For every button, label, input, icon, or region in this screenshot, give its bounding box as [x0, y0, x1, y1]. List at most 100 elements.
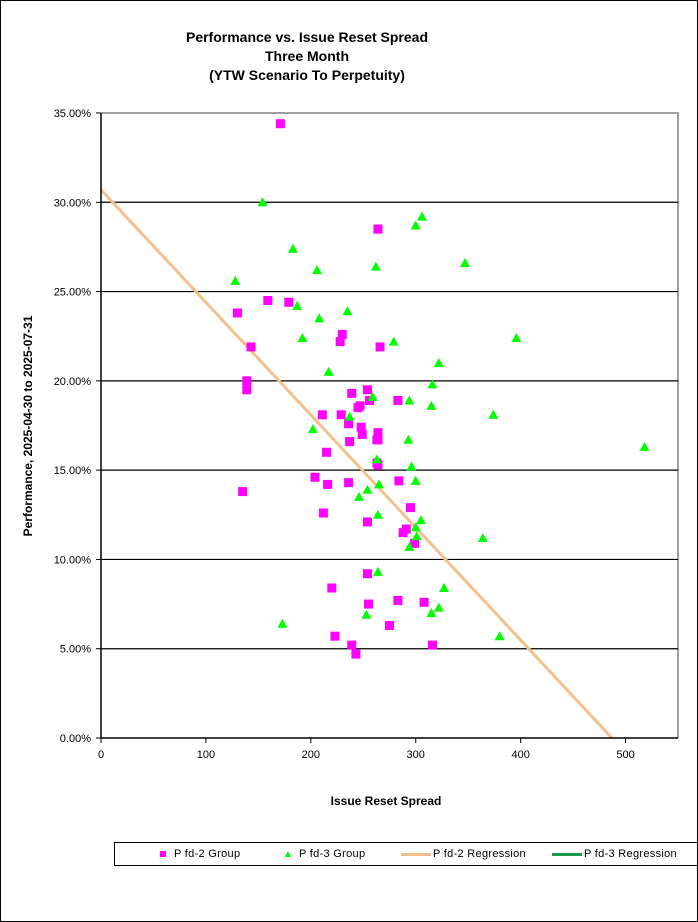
pfd2-point [238, 487, 248, 497]
pfd3-point [292, 300, 303, 310]
legend-label: P fd-3 Group [299, 848, 366, 860]
pfd2-point [393, 596, 403, 605]
pfd2-point [364, 599, 374, 609]
pfd3-point [371, 454, 382, 464]
pfd2-point [345, 437, 355, 447]
title-line-1: Performance vs. Issue Reset Spread [185, 29, 428, 45]
pfd3-point [417, 211, 428, 221]
pfd2-point [336, 410, 346, 420]
regression-line [99, 188, 614, 740]
legend-label: P fd-3 Regression [584, 848, 677, 860]
pfd2-point [232, 308, 242, 318]
y-tick-label: 5.00% [60, 644, 91, 656]
pfd2-point [410, 538, 420, 548]
pfd3-point [297, 333, 308, 342]
plot-border [101, 112, 679, 738]
pfd2-point [284, 297, 294, 307]
pfd2-point [263, 296, 273, 305]
pfd3-point [488, 409, 499, 419]
legend-label: P fd-2 Group [174, 848, 241, 860]
pfd2-point [419, 597, 429, 607]
pfd3-point [257, 197, 268, 207]
chart-title: Performance vs. Issue Reset Spread Three… [100, 28, 514, 85]
pfd2-point [322, 447, 332, 457]
pfd2-point [317, 410, 327, 420]
pfd2-point [398, 528, 408, 538]
pfd3-point [342, 306, 353, 316]
pfd2-point [373, 428, 383, 438]
pfd2-point [318, 508, 328, 518]
title-line-2: Three Month [265, 48, 349, 64]
pfd3-point [287, 243, 298, 253]
legend-item-pfd2-regression: P fd-2 Regression [401, 848, 526, 860]
pfd2-point [337, 329, 347, 339]
pfd3-point [403, 434, 414, 444]
pfd2-point [393, 396, 403, 405]
pfd2-point [327, 583, 337, 593]
pfd3-point [477, 533, 488, 542]
pfd2-point [351, 649, 361, 659]
legend-item-pfd2-group: P fd-2 Group [160, 848, 240, 860]
y-tick-label: 25.00% [54, 287, 92, 299]
x-tick-label: 100 [197, 749, 215, 761]
pfd2-point [344, 478, 354, 488]
pfd2-point [246, 342, 256, 352]
pfd2-point [353, 403, 363, 413]
pfd2-point [275, 119, 285, 129]
pfd2-point [242, 385, 252, 395]
pfd2-point [330, 631, 340, 641]
pfd2-point [405, 503, 415, 513]
y-tick-label: 20.00% [54, 376, 92, 388]
title-line-3: (YTW Scenario To Perpetuity) [209, 67, 405, 83]
x-tick-label: 0 [98, 749, 104, 761]
pfd3-point [307, 424, 318, 434]
pfd3-point [639, 441, 650, 451]
pfd3-point [415, 515, 426, 525]
pfd2-point [362, 517, 372, 527]
pfd2-point [428, 640, 438, 650]
pfd3-point [494, 631, 505, 641]
pfd3-point [406, 461, 417, 471]
pfd2-point [373, 224, 383, 234]
x-axis-label: Issue Reset Spread [331, 794, 442, 808]
pfd2-point [347, 388, 357, 398]
pfd3-point [372, 566, 383, 576]
pfd2-point [323, 479, 333, 489]
square-marker-icon [160, 851, 166, 857]
pfd2-point [373, 460, 383, 470]
line-swatch-icon [552, 852, 582, 856]
legend-item-pfd3-regression: P fd-3 Regression [552, 848, 677, 860]
y-tick-label: 10.00% [54, 554, 92, 566]
x-tick-label: 200 [302, 749, 320, 761]
pfd3-point [426, 608, 437, 617]
pfd3-point [314, 313, 325, 323]
pfd3-point [374, 479, 385, 489]
pfd3-point [433, 602, 444, 612]
pfd3-point [410, 220, 421, 230]
pfd3-point [433, 358, 444, 367]
pfd2-point [394, 476, 404, 486]
y-tick-label: 15.00% [54, 465, 92, 477]
pfd3-point [439, 583, 450, 592]
pfd2-point [356, 422, 366, 432]
pfd3-point [362, 484, 373, 494]
y-tick-label: 35.00% [54, 108, 92, 120]
scatter-plot: 0.00% 5.00% 10.00% 15.00% 20.00% 25.00% 30.00%… [21, 108, 679, 808]
legend-label: P fd-2 Regression [433, 848, 526, 860]
pfd3-point [372, 509, 383, 519]
pfd3-point [370, 261, 381, 271]
y-tick-label: 30.00% [54, 197, 92, 209]
pfd3-point [354, 491, 365, 501]
pfd3-point [426, 400, 437, 410]
pfd3-point [323, 366, 334, 376]
y-tick-label: 0.00% [60, 733, 91, 745]
pfd2-point [362, 385, 372, 395]
x-tick-label: 500 [616, 749, 634, 761]
pfd3-point [410, 522, 421, 532]
pfd3-point [361, 609, 372, 619]
pfd2-point [375, 342, 385, 352]
pfd2-point [242, 376, 252, 386]
pfd3-point [404, 541, 415, 551]
legend-item-pfd3-group: P fd-3 Group [285, 848, 365, 860]
legend: P fd-2 Group P fd-3 Group P fd-2 Regress… [114, 842, 698, 866]
